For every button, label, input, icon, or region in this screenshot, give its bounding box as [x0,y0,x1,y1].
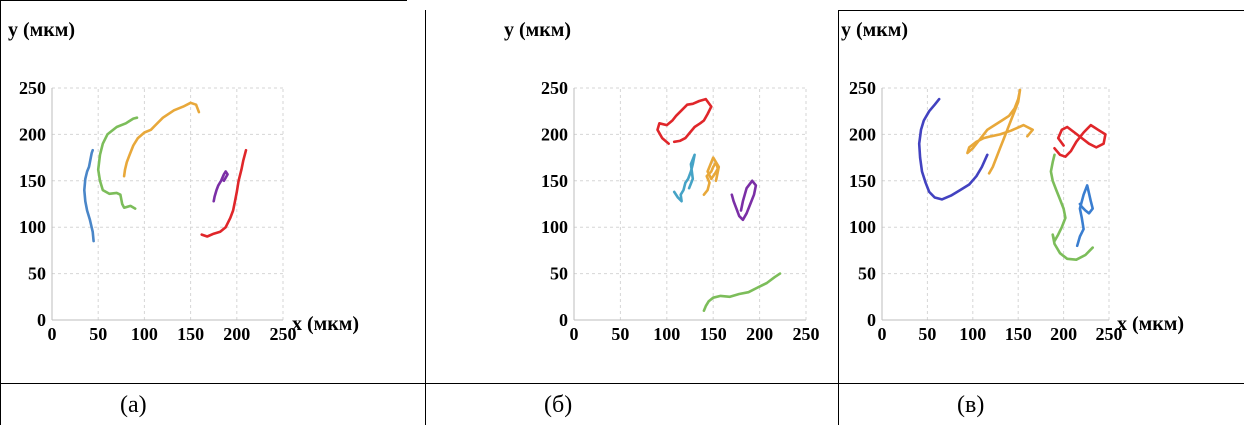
caption-a: (а) [120,392,147,418]
y-tick-label: 150 [19,171,46,191]
y-tick-label: 250 [19,78,46,98]
y-tick-label: 0 [867,310,876,330]
y-tick-label: 0 [559,310,568,330]
panel-a: 0 50 100 150 200 250 0 50 100 150 200 250 y (мкм) x (… [0,0,425,425]
table-top-border-right [838,10,1244,11]
x-tick-label: 100 [131,324,158,344]
caption-row-border [0,383,1244,384]
trajectory-line-2 [966,88,1034,175]
y-axis-label: y (мкм) [8,19,75,41]
trajectory-line-1 [83,148,95,243]
y-tick-label: 50 [28,264,46,284]
table-left-border [0,0,1,425]
trajectory-line-4 [212,170,229,203]
y-tick-label: 150 [541,171,568,191]
y-tick-label: 150 [849,171,876,191]
chart-b: 0 50 100 150 200 250 0 50 100 150 200 250 y (мкм) [504,19,820,344]
trajectory-line-4 [1049,153,1094,262]
y-axis-label: y (мкм) [504,19,571,41]
panel-c: 0 50 100 150 200 250 0 50 100 150 200 250 y (мкм) x (… [839,0,1244,425]
trajectory-line-3 [1053,123,1107,158]
x-tick-label: 0 [570,324,579,344]
x-tick-label: 0 [878,324,887,344]
x-tick-label: 100 [653,324,680,344]
y-tick-label: 250 [541,78,568,98]
chart-c: 0 50 100 150 200 250 0 50 100 150 200 250 y (мкм) x (… [841,19,1184,344]
y-tick-label: 0 [37,310,46,330]
trajectory-line-5 [702,272,782,313]
x-tick-label: 150 [700,324,727,344]
x-tick-label: 200 [223,324,250,344]
y-tick-label: 50 [550,264,568,284]
y-tick-label: 200 [541,124,568,144]
y-tick-label: 200 [19,124,46,144]
y-tick-label: 200 [849,124,876,144]
y-tick-label: 100 [541,217,568,237]
x-tick-label: 50 [918,324,936,344]
x-axis-label: x (мкм) [1117,313,1184,335]
panel-b: 0 50 100 150 200 250 0 50 100 150 200 250 y (мкм) (б… [426,0,838,425]
x-tick-label: 200 [746,324,773,344]
y-tick-label: 250 [849,78,876,98]
trajectory-line-5 [200,148,248,238]
trajectory-line-2 [672,153,696,203]
trajectory-line-1 [656,97,713,145]
trajectory-line-1 [917,97,989,201]
trajectory-line-2 [96,116,139,210]
trajectory-line-5 [1075,184,1094,248]
x-axis-label: x (мкм) [292,313,359,335]
x-tick-label: 150 [177,324,204,344]
y-axis-label: y (мкм) [841,19,908,41]
x-tick-label: 200 [1050,324,1077,344]
x-tick-label: 50 [89,324,107,344]
y-tick-label: 50 [858,264,876,284]
caption-c: (в) [957,392,985,418]
caption-b: (б) [544,392,573,418]
trajectory-line-4 [730,179,758,222]
table-divider-2 [838,10,839,425]
y-tick-label: 100 [19,217,46,237]
x-tick-label: 250 [270,324,297,344]
x-tick-label: 250 [1096,324,1123,344]
trajectory-line-3 [122,101,201,178]
trajectory-line-3 [702,156,721,196]
table-divider-1 [425,10,426,425]
x-tick-label: 150 [1005,324,1032,344]
chart-a: 0 50 100 150 200 250 0 50 100 150 200 250 y (мкм) x (… [8,19,359,344]
x-tick-label: 250 [793,324,820,344]
x-tick-label: 0 [48,324,57,344]
y-tick-label: 100 [849,217,876,237]
table-top-border-left [0,0,407,1]
x-tick-label: 50 [611,324,629,344]
x-tick-label: 100 [959,324,986,344]
